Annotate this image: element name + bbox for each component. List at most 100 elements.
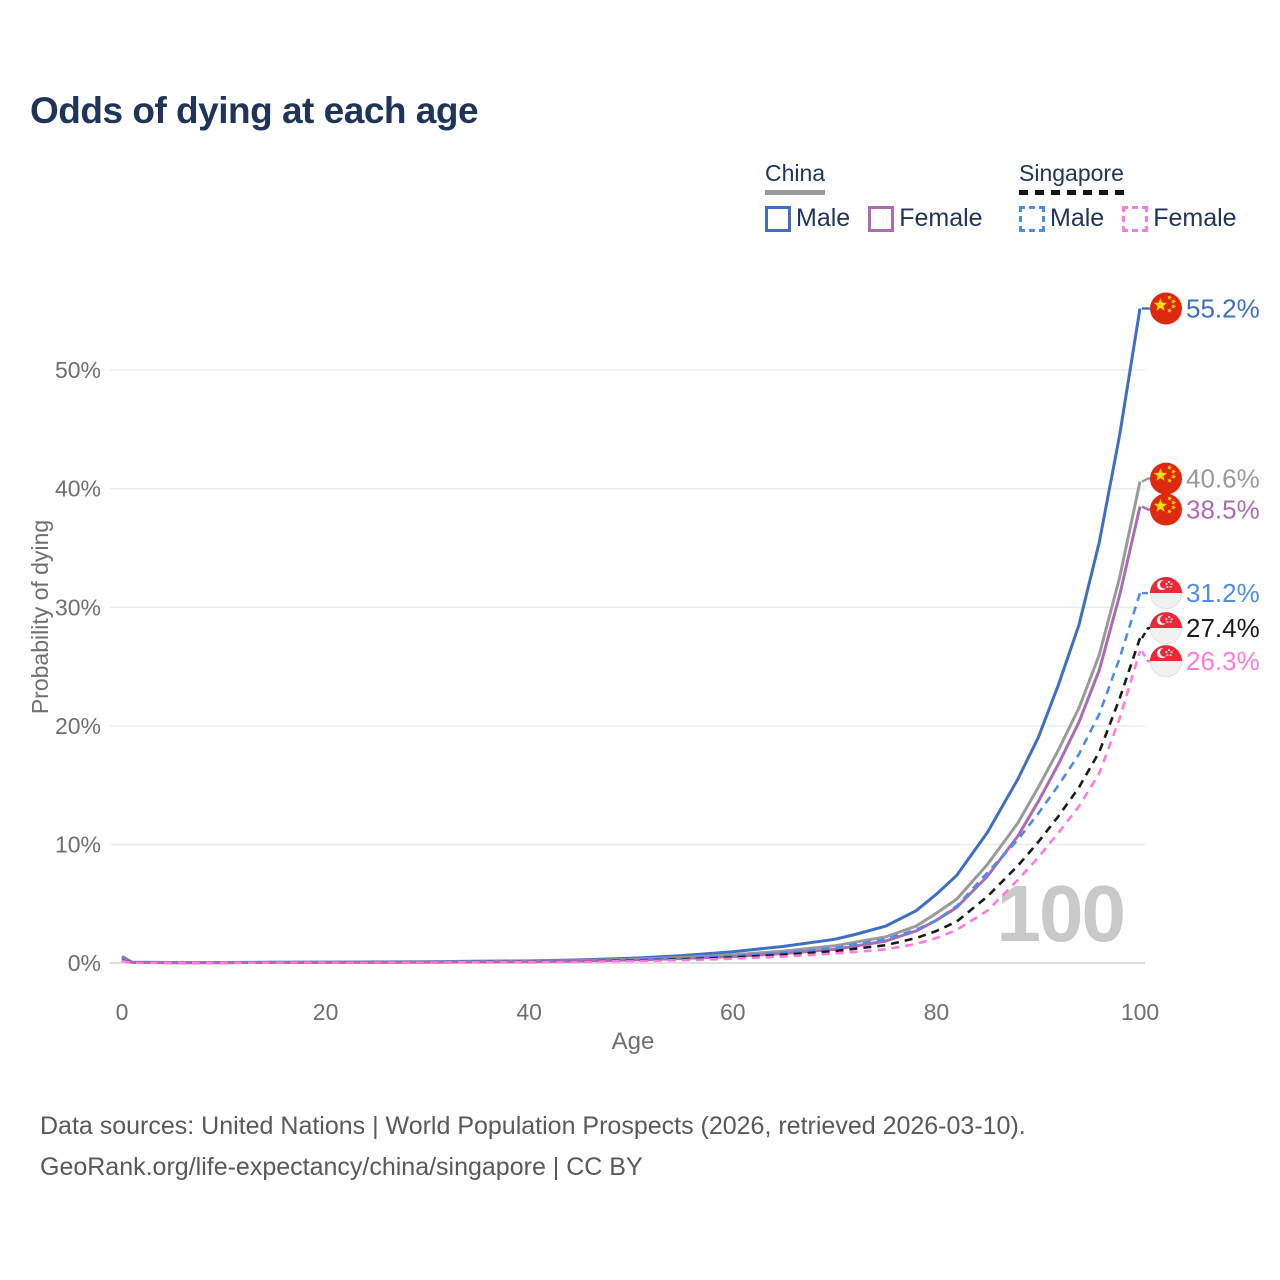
x-tick-label: 20 xyxy=(313,999,339,1025)
flag-star-dot xyxy=(1166,585,1169,588)
x-tick-label: 60 xyxy=(720,999,746,1025)
flag-crescent-inner xyxy=(1160,580,1169,589)
flag-star xyxy=(1153,297,1168,311)
flag-icon-singapore xyxy=(1149,644,1183,678)
y-tick-label: 40% xyxy=(55,476,101,502)
series-line-singapore-female[interactable] xyxy=(121,650,1142,965)
flag-circle xyxy=(1150,292,1182,325)
flag-star-dot xyxy=(1170,651,1173,654)
flag-star-small xyxy=(1171,474,1177,480)
flag-star-dot xyxy=(1169,620,1172,623)
flag-star-dot xyxy=(1170,583,1173,586)
flag-star-small xyxy=(1167,496,1173,501)
flag-star-small xyxy=(1167,295,1173,300)
legend-item-label: Male xyxy=(796,204,851,232)
legend-group-china: China Male Female xyxy=(765,160,983,233)
x-tick-label: 0 xyxy=(116,999,129,1025)
legend-header-china[interactable]: China xyxy=(765,160,826,195)
legend-swatch-dashed-pink-icon xyxy=(1122,205,1149,232)
flag-star-dot xyxy=(1165,583,1168,586)
y-tick-label: 30% xyxy=(55,594,101,620)
end-value-label-china-both: 40.6% xyxy=(1186,464,1260,494)
y-axis-title: Probability of dying xyxy=(27,520,53,714)
attribution-footer: Data sources: United Nations | World Pop… xyxy=(40,1106,1026,1188)
flag-star-small xyxy=(1171,505,1177,510)
legend-item-china-female[interactable]: Female xyxy=(868,204,983,233)
flag-star-dot xyxy=(1165,651,1168,654)
flag-star xyxy=(1153,499,1168,512)
flag-bottom-white xyxy=(1150,661,1182,678)
flag-star-dot xyxy=(1166,620,1169,623)
legend-swatch-solid-blue-icon xyxy=(765,205,791,232)
flag-star-dot xyxy=(1169,585,1172,588)
y-tick-label: 50% xyxy=(55,357,101,383)
hover-age-watermark: 100 xyxy=(997,869,1124,958)
flag-outline xyxy=(1149,644,1183,678)
flag-crescent-inner xyxy=(1160,615,1169,624)
x-tick-label: 100 xyxy=(1121,999,1159,1025)
page-title: Odds of dying at each age xyxy=(30,90,479,131)
data-source-line: Data sources: United Nations | World Pop… xyxy=(40,1112,1026,1140)
end-value-label-china-female: 38.5% xyxy=(1186,495,1260,525)
end-value-label-singapore-male: 31.2% xyxy=(1186,578,1260,608)
legend-item-label: Female xyxy=(899,204,983,232)
series-line-singapore-male[interactable] xyxy=(121,592,1142,965)
legend-swatch-dashed-blue-icon xyxy=(1019,205,1045,232)
flag-star-small xyxy=(1167,465,1173,471)
series-line-singapore-both[interactable] xyxy=(121,637,1142,965)
end-value-label-singapore-female: 26.3% xyxy=(1186,646,1260,676)
legend-item-singapore-female[interactable]: Female xyxy=(1122,204,1237,233)
series-line-china-both[interactable] xyxy=(121,481,1142,965)
legend-country-label: China xyxy=(765,160,826,186)
flag-star-small xyxy=(1171,469,1177,475)
flag-icon-china xyxy=(1150,292,1182,325)
flag-star-small xyxy=(1171,299,1177,304)
x-tick-label: 40 xyxy=(516,999,542,1025)
flag-icon-singapore xyxy=(1149,611,1183,645)
flag-star-dot xyxy=(1170,618,1173,621)
legend-line-swatch-solid-icon xyxy=(765,190,826,195)
legend-group-singapore: Singapore Male Female xyxy=(1019,160,1237,233)
flag-star-dot xyxy=(1168,616,1170,619)
flag-star-dot xyxy=(1168,581,1170,584)
legend-swatch-solid-purple-icon xyxy=(868,205,895,232)
source-url-line: GeoRank.org/life-expectancy/china/singap… xyxy=(40,1153,643,1181)
flag-bottom-white xyxy=(1150,628,1182,645)
y-tick-label: 10% xyxy=(55,831,101,857)
flag-outline xyxy=(1149,576,1183,610)
x-axis-title: Age xyxy=(612,1028,655,1055)
flag-star-small xyxy=(1171,500,1177,505)
legend-header-singapore[interactable]: Singapore xyxy=(1019,160,1124,195)
flag-star-dot xyxy=(1169,653,1172,656)
flag-star-small xyxy=(1167,478,1173,484)
x-tick-label: 80 xyxy=(924,999,950,1025)
flag-icon-singapore xyxy=(1149,576,1183,610)
legend-item-label: Female xyxy=(1153,204,1237,232)
flag-crescent-inner xyxy=(1160,648,1169,657)
legend-item-china-male[interactable]: Male xyxy=(765,204,850,233)
flag-star xyxy=(1153,468,1168,481)
flag-star-small xyxy=(1171,304,1177,309)
flag-outline xyxy=(1149,611,1183,645)
legend-item-singapore-male[interactable]: Male xyxy=(1019,204,1104,233)
flag-star-small xyxy=(1167,308,1173,313)
end-value-label-china-male: 55.2% xyxy=(1186,293,1260,323)
legend-country-label: Singapore xyxy=(1019,160,1124,186)
flag-star-dot xyxy=(1168,649,1170,652)
flag-icon-china xyxy=(1150,462,1182,495)
flag-star-small xyxy=(1167,509,1173,514)
flag-star-dot xyxy=(1165,618,1168,621)
flag-circle xyxy=(1150,462,1182,495)
flag-icon-china xyxy=(1150,493,1182,526)
legend-line-swatch-dashed-icon xyxy=(1019,190,1124,195)
flag-circle xyxy=(1150,493,1182,526)
y-tick-label: 0% xyxy=(68,950,101,976)
series-line-china-female[interactable] xyxy=(121,506,1142,965)
end-value-label-singapore-both: 27.4% xyxy=(1186,613,1260,643)
flag-bottom-white xyxy=(1150,593,1182,610)
flag-star-dot xyxy=(1166,653,1169,656)
y-tick-label: 20% xyxy=(55,713,101,739)
legend-item-label: Male xyxy=(1050,204,1105,232)
